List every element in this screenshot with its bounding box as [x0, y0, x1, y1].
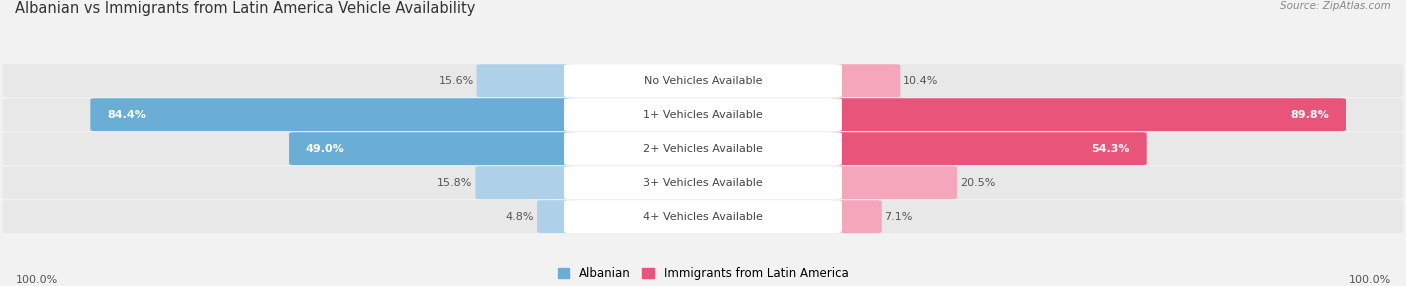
Text: 84.4%: 84.4%	[107, 110, 146, 120]
FancyBboxPatch shape	[831, 98, 1346, 131]
FancyBboxPatch shape	[831, 64, 900, 97]
Text: Source: ZipAtlas.com: Source: ZipAtlas.com	[1279, 1, 1391, 11]
FancyBboxPatch shape	[564, 166, 842, 199]
Text: 1+ Vehicles Available: 1+ Vehicles Available	[643, 110, 763, 120]
FancyBboxPatch shape	[564, 64, 842, 97]
FancyBboxPatch shape	[564, 132, 842, 165]
FancyBboxPatch shape	[475, 166, 575, 199]
Text: 7.1%: 7.1%	[884, 212, 912, 222]
Text: 10.4%: 10.4%	[903, 76, 938, 86]
FancyBboxPatch shape	[3, 166, 1403, 199]
FancyBboxPatch shape	[3, 200, 1403, 233]
Text: 100.0%: 100.0%	[1348, 275, 1391, 285]
Text: Albanian vs Immigrants from Latin America Vehicle Availability: Albanian vs Immigrants from Latin Americ…	[15, 1, 475, 16]
Text: 3+ Vehicles Available: 3+ Vehicles Available	[643, 178, 763, 188]
Text: No Vehicles Available: No Vehicles Available	[644, 76, 762, 86]
Text: 4.8%: 4.8%	[506, 212, 534, 222]
Text: 100.0%: 100.0%	[15, 275, 58, 285]
FancyBboxPatch shape	[537, 200, 575, 233]
Text: 89.8%: 89.8%	[1291, 110, 1329, 120]
Text: 15.6%: 15.6%	[439, 76, 474, 86]
FancyBboxPatch shape	[831, 132, 1147, 165]
Text: 2+ Vehicles Available: 2+ Vehicles Available	[643, 144, 763, 154]
Text: 20.5%: 20.5%	[960, 178, 995, 188]
Text: 4+ Vehicles Available: 4+ Vehicles Available	[643, 212, 763, 222]
FancyBboxPatch shape	[3, 98, 1403, 131]
FancyBboxPatch shape	[3, 132, 1403, 165]
FancyBboxPatch shape	[564, 98, 842, 131]
FancyBboxPatch shape	[831, 200, 882, 233]
FancyBboxPatch shape	[564, 200, 842, 233]
FancyBboxPatch shape	[477, 64, 575, 97]
Text: 54.3%: 54.3%	[1091, 144, 1130, 154]
FancyBboxPatch shape	[3, 64, 1403, 97]
Text: 49.0%: 49.0%	[307, 144, 344, 154]
FancyBboxPatch shape	[90, 98, 575, 131]
Text: 15.8%: 15.8%	[437, 178, 472, 188]
FancyBboxPatch shape	[290, 132, 575, 165]
Legend: Albanian, Immigrants from Latin America: Albanian, Immigrants from Latin America	[553, 262, 853, 285]
FancyBboxPatch shape	[831, 166, 957, 199]
